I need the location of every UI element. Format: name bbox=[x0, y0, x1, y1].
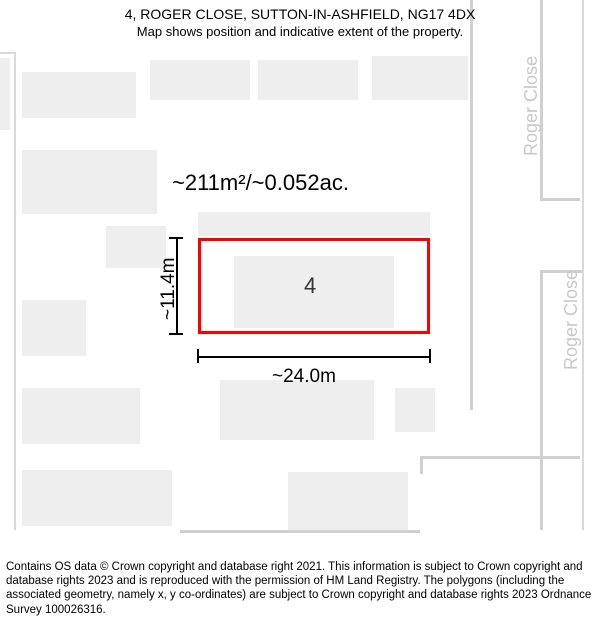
building-plot bbox=[22, 72, 136, 118]
road-edge bbox=[180, 530, 420, 533]
map-border bbox=[582, 0, 584, 530]
header: 4, ROGER CLOSE, SUTTON-IN-ASHFIELD, NG17… bbox=[0, 6, 600, 39]
property-map: 4 ~211m²/~0.052ac. ~11.4m ~24.0m Roger Close… bbox=[0, 0, 600, 530]
building-plot bbox=[395, 388, 435, 432]
building-plot bbox=[22, 470, 172, 526]
building-plot bbox=[220, 380, 374, 440]
road-edge bbox=[470, 0, 473, 410]
road-edge bbox=[540, 270, 543, 530]
dimension-tick bbox=[169, 333, 183, 335]
property-number: 4 bbox=[304, 273, 316, 299]
building-plot bbox=[258, 60, 358, 100]
building-plot bbox=[22, 388, 140, 444]
road-edge bbox=[420, 456, 423, 474]
dimension-tick bbox=[197, 349, 199, 363]
street-label: Roger Close bbox=[561, 270, 582, 370]
building-plot bbox=[22, 150, 157, 214]
dimension-label-vertical: ~11.4m bbox=[158, 258, 180, 321]
dimension-tick bbox=[169, 237, 183, 239]
building-plot bbox=[150, 60, 250, 100]
building-plot bbox=[106, 226, 166, 268]
building-plot bbox=[198, 212, 430, 236]
page-title: 4, ROGER CLOSE, SUTTON-IN-ASHFIELD, NG17… bbox=[0, 6, 600, 22]
area-label: ~211m²/~0.052ac. bbox=[172, 170, 349, 196]
building-plot bbox=[22, 300, 86, 356]
dimension-tick bbox=[429, 349, 431, 363]
road-edge bbox=[420, 456, 580, 459]
dimension-line-horizontal bbox=[198, 356, 430, 358]
map-border bbox=[0, 52, 14, 54]
map-border bbox=[14, 52, 16, 530]
building-plot bbox=[0, 58, 10, 130]
building-plot bbox=[372, 56, 468, 100]
page-subtitle: Map shows position and indicative extent… bbox=[0, 24, 600, 39]
road-edge bbox=[540, 198, 580, 201]
copyright-footer: Contains OS data © Crown copyright and d… bbox=[6, 560, 594, 618]
building-plot bbox=[288, 472, 408, 530]
dimension-label-horizontal: ~24.0m bbox=[272, 366, 336, 388]
street-label: Roger Close bbox=[521, 56, 542, 156]
